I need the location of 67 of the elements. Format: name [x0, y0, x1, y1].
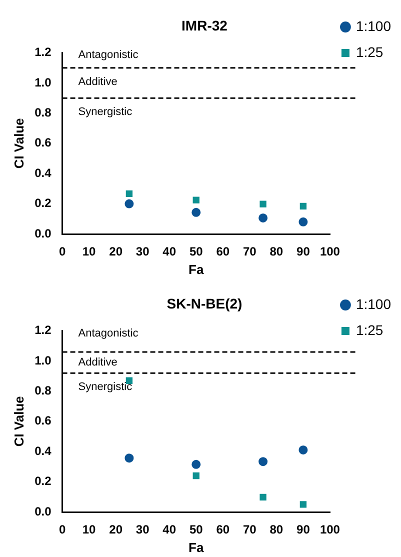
annotation: Synergistic: [78, 381, 133, 394]
x-tick-label: 70: [242, 244, 257, 259]
x-tick-label: 100: [320, 244, 340, 259]
y-tick-label: 0.8: [34, 106, 52, 120]
annotation: Additive: [78, 76, 118, 88]
point: [126, 190, 133, 198]
y-tick-label: 0.2: [34, 474, 52, 488]
x-tick-label: 60: [216, 522, 230, 537]
point: [260, 494, 266, 501]
legend-label: 1:25: [356, 322, 384, 338]
x-tick-label: 90: [296, 244, 310, 259]
point: [260, 200, 266, 208]
point: [258, 213, 268, 222]
x-tick-label: 20: [109, 244, 123, 259]
y-tick-label: 0.8: [34, 384, 52, 398]
point: [192, 208, 201, 217]
annotation: Antagonistic: [78, 327, 139, 340]
x-tick-label: 20: [109, 522, 123, 537]
x-tick-label: 10: [82, 244, 96, 259]
y-tick-label: 1.2: [34, 323, 52, 338]
y-tick-label: 1.0: [34, 353, 52, 368]
point: [300, 202, 307, 210]
x-tick-label: 80: [270, 522, 284, 537]
x-tick-label: 30: [136, 522, 150, 537]
point: [298, 445, 308, 454]
chart-title: IMR-32: [182, 17, 228, 34]
x-tick-label: 100: [320, 522, 340, 537]
x-tick-label: 40: [162, 522, 176, 537]
point: [258, 457, 268, 466]
y-tick-label: 0.4: [34, 444, 52, 458]
y-axis-title: CI Value: [11, 396, 26, 447]
x-tick-label: 0: [58, 522, 66, 537]
y-tick-label: 0.0: [34, 226, 52, 240]
y-tick-label: 1.2: [34, 45, 52, 60]
point: [298, 217, 308, 226]
x-tick-label: 60: [216, 244, 230, 259]
annotation: Antagonistic: [78, 48, 139, 61]
x-tick-label: 50: [189, 522, 204, 537]
y-tick-label: 0.6: [34, 414, 52, 428]
y-tick-label: 0.4: [34, 166, 52, 180]
chart-title: SK-N-BE(2): [166, 295, 242, 312]
y-tick-label: 0.6: [34, 136, 52, 150]
x-tick-label: 30: [136, 244, 150, 259]
annotation: Synergistic: [78, 106, 133, 118]
x-tick-label: 90: [296, 522, 310, 537]
legend-label: 1:100: [356, 18, 392, 34]
annotation: Additive: [78, 356, 118, 369]
x-axis-title: Fa: [188, 540, 204, 555]
x-tick-label: 40: [162, 244, 176, 259]
x-axis-title: Fa: [188, 262, 204, 277]
x-tick-label: 80: [270, 244, 284, 259]
y-tick-label: 0.2: [34, 196, 52, 210]
point: [192, 472, 200, 480]
x-tick-label: 70: [242, 522, 257, 537]
point: [124, 454, 134, 463]
legend-label: 1:25: [356, 44, 384, 60]
point: [192, 196, 200, 204]
y-tick-label: 0.0: [34, 504, 52, 518]
y-tick-label: 1.0: [34, 75, 52, 90]
point: [124, 199, 134, 208]
y-axis-title: CI Value: [11, 118, 26, 169]
x-tick-label: 10: [82, 522, 96, 537]
point: [192, 460, 201, 469]
legend-label: 1:100: [356, 296, 392, 312]
point: [300, 501, 307, 508]
x-tick-label: 50: [189, 244, 204, 259]
x-tick-label: 0: [58, 244, 66, 259]
